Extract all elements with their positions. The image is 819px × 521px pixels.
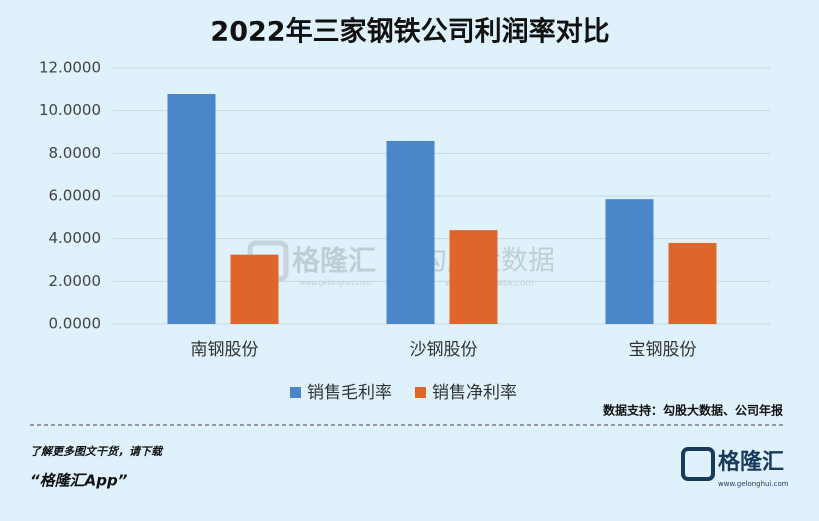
footer-app: “格隆汇App” xyxy=(30,472,128,490)
x-tick-label: 宝钢股份 xyxy=(629,340,697,360)
y-tick-label: 4.0000 xyxy=(49,229,102,247)
bar xyxy=(386,140,435,324)
x-tick-label: 南钢股份 xyxy=(191,340,259,360)
legend-label: 销售毛利率 xyxy=(307,383,392,403)
source: 数据支持：勾股大数据、公司年报 xyxy=(603,403,783,418)
bar xyxy=(668,242,717,324)
watermark-url: www.gelonghui.com xyxy=(300,279,371,287)
legend-swatch xyxy=(290,387,301,398)
footer-prompt: 了解更多图文干货，请下载 xyxy=(30,445,164,458)
bar xyxy=(605,199,654,324)
y-tick-label: 0.0000 xyxy=(49,315,102,333)
chart-title: 2022年三家钢铁公司利润率对比 xyxy=(210,16,609,48)
logo-text: 格隆汇 xyxy=(718,449,784,475)
legend-label: 销售净利率 xyxy=(432,383,517,403)
watermark-brand: 格隆汇 xyxy=(292,244,376,277)
y-tick-label: 10.0000 xyxy=(39,101,101,119)
logo-icon xyxy=(681,447,715,481)
y-tick-label: 2.0000 xyxy=(49,272,102,290)
y-tick-label: 12.0000 xyxy=(39,59,101,77)
y-tick-label: 8.0000 xyxy=(49,144,102,162)
logo-url: www.gelonghui.com xyxy=(718,480,789,488)
bar xyxy=(230,254,279,324)
x-tick-label: 沙钢股份 xyxy=(410,340,478,360)
legend-swatch xyxy=(415,387,426,398)
bar xyxy=(167,94,216,324)
bar xyxy=(449,230,498,324)
y-tick-label: 6.0000 xyxy=(49,187,102,205)
